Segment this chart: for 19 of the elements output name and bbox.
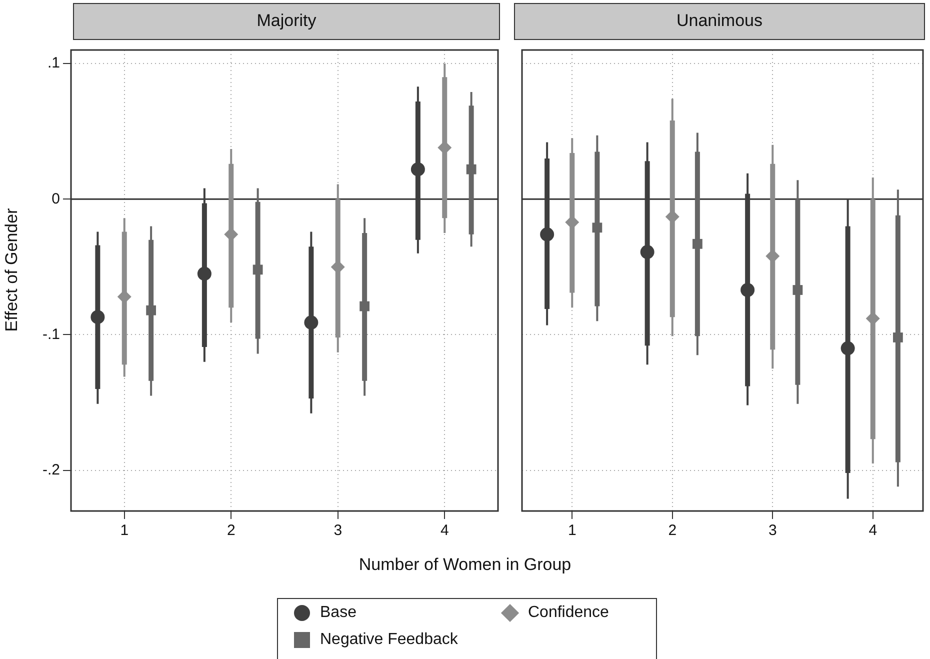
x-tick-label: 4 [440, 522, 449, 540]
x-tick-label: 1 [568, 522, 576, 540]
x-tick-label: 3 [334, 522, 342, 540]
chart-title: Majority [73, 3, 500, 40]
y-tick-label: -.2 [42, 461, 60, 478]
x-tick-label: 3 [768, 522, 777, 540]
y-tick-label: -.1 [42, 326, 60, 343]
legend-label: Negative Feedback [320, 631, 458, 649]
x-axis-title: Number of Women in Group [358, 555, 572, 575]
x-tick-label: 2 [226, 522, 236, 540]
x-tick-label: 2 [668, 522, 677, 540]
chart-title: Unanimous [514, 3, 925, 40]
x-tick-label: 1 [120, 522, 129, 540]
y-axis-title: Effect of Gender [2, 207, 22, 334]
legend-label: Confidence [528, 604, 609, 622]
x-tick-label: 4 [868, 522, 878, 540]
y-tick-label: 0 [52, 190, 60, 208]
y-tick-label: .1 [47, 54, 60, 72]
legend-label: Base [320, 604, 356, 622]
